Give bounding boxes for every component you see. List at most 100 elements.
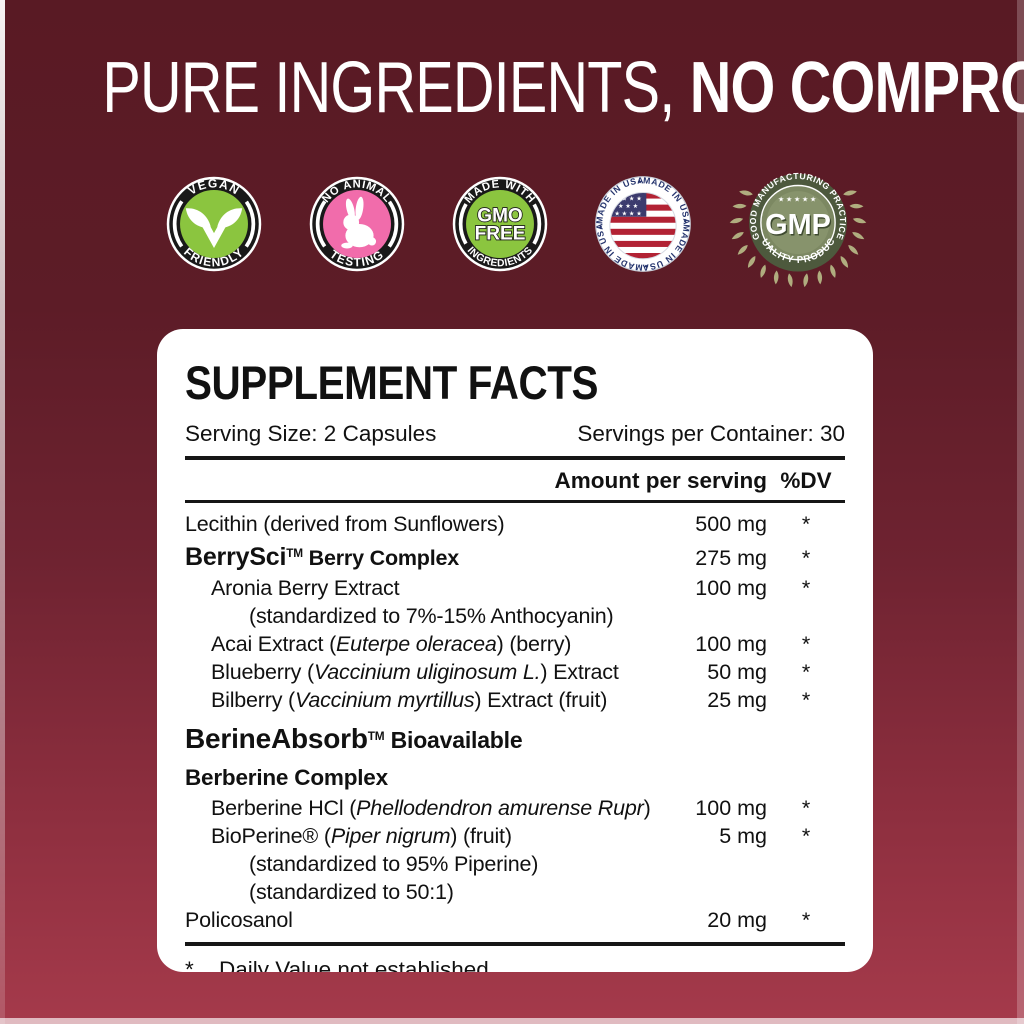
ingredient-dv: * xyxy=(801,796,811,821)
ingredient-row: Blueberry (Vaccinium uliginosum L.) Extr… xyxy=(185,658,845,686)
ingredient-row: Aronia Berry Extract 100 mg * xyxy=(185,574,845,602)
vegan-badge-top-text: VEGAN xyxy=(185,176,241,197)
ingredient-name: BioPerine® ( xyxy=(211,824,331,849)
page-title-regular: PURE INGREDIENTS, xyxy=(102,48,690,128)
supplement-facts-panel: SUPPLEMENT FACTS Serving Size: 2 Capsule… xyxy=(157,329,873,972)
ingredient-amount: 100 mg xyxy=(695,576,767,601)
ingredient-amount: 25 mg xyxy=(707,688,767,713)
ingredient-row: Policosanol 20 mg * xyxy=(185,906,845,934)
gmo-free-center-text: GMO FREE xyxy=(474,204,526,245)
gmo-line1: GMO xyxy=(477,205,523,226)
flag-stars-row: ★ ★ ★ ★ xyxy=(614,195,642,202)
no-animal-testing-badge: NO ANIMAL TESTING xyxy=(309,176,405,271)
badge-side-arcs xyxy=(315,182,399,265)
latin-name: Vaccinium uliginosum L. xyxy=(313,660,541,685)
ingredient-row: Berberine HCl (Phellodendron amurense Ru… xyxy=(185,794,845,822)
usa-ring-separator: ★ xyxy=(643,262,649,269)
ingredient-amount: 100 mg xyxy=(695,632,767,657)
gmp-center-shadow: GMP xyxy=(766,210,832,242)
ingredient-name: Berberine HCl ( xyxy=(211,796,357,821)
ingredient-name: Acai Extract ( xyxy=(211,632,337,657)
trademark-symbol: TM xyxy=(286,546,303,560)
flag-stars-row: ★ ★ ★ ★ xyxy=(614,210,642,217)
ingredient-name: Bilberry ( xyxy=(211,688,296,713)
badge-side-arcs xyxy=(458,182,542,265)
ingredient-name: Blueberry ( xyxy=(211,660,314,685)
svg-text:★: ★ xyxy=(681,218,688,224)
ingredient-name: Berberine Complex xyxy=(185,765,388,791)
servings-per-container: Servings per Container: 30 xyxy=(577,421,845,446)
rabbit-icon xyxy=(341,196,377,248)
ingredient-note-row: (standardized to 50:1) xyxy=(185,878,845,906)
standardization-note: (standardized to 95% Piperine) xyxy=(249,852,539,877)
column-header-amount: Amount per serving xyxy=(554,468,767,493)
svg-text:VEGAN: VEGAN xyxy=(185,176,242,197)
vegan-friendly-badge: VEGAN FRIENDLY xyxy=(166,176,262,271)
latin-name: Euterpe oleracea xyxy=(336,632,497,657)
ingredient-row: BioPerine® (Piper nigrum) (fruit) 5 mg * xyxy=(185,822,845,850)
made-in-usa-badge: ★ ★ ★ ★ ★ ★ ★ ★ ★ ★ ★ MADE IN USA MADE I… xyxy=(594,175,691,273)
usa-ring-separator: ★ xyxy=(681,218,688,224)
ingredient-dv: * xyxy=(801,546,811,571)
standardization-note: (standardized to 50:1) xyxy=(249,880,454,905)
gmp-center-text: GMP xyxy=(765,209,831,241)
ingredient-amount: 500 mg xyxy=(695,512,767,536)
gmo-line2: FREE xyxy=(475,223,526,244)
image-edge-right xyxy=(1017,0,1024,1024)
ingredient-row: Acai Extract (Euterpe oleracea) (berry) … xyxy=(185,630,845,658)
svg-text:★: ★ xyxy=(637,178,643,185)
brand-name: BerrySci xyxy=(185,543,287,572)
ingredient-amount: 100 mg xyxy=(695,796,767,821)
ingredient-dv: * xyxy=(801,632,811,657)
ingredient-note-row: (standardized to 7%-15% Anthocyanin) xyxy=(185,602,845,630)
ingredient-amount: 50 mg xyxy=(707,660,767,685)
ingredient-dv: * xyxy=(801,688,811,713)
ingredient-dv: * xyxy=(801,660,811,685)
serving-info-row: Serving Size: 2 Capsules Servings per Co… xyxy=(185,421,845,460)
ingredient-dv: * xyxy=(801,512,811,536)
ingredient-amount: 275 mg xyxy=(695,546,767,571)
ingredient-row: BerineAbsorbTM Bioavailable xyxy=(185,716,845,761)
svg-text:TESTING: TESTING xyxy=(327,246,386,268)
ingredient-amount: 20 mg xyxy=(707,908,767,933)
usa-ring-separator: ★ xyxy=(597,224,604,230)
ingredient-row: BerrySciTM Berry Complex 275 mg * xyxy=(185,538,845,574)
latin-name: Vaccinium myrtillus xyxy=(295,688,475,713)
gmo-free-badge: GMO FREE MADE WITH INGREDIENTS xyxy=(452,176,548,271)
brand-name: BerineAbsorb xyxy=(185,723,368,755)
image-edge-bottom xyxy=(0,1018,1024,1024)
ingredient-name: Aronia Berry Extract xyxy=(211,576,400,601)
page-title: PURE INGREDIENTS, NO COMPROMISES xyxy=(102,52,1024,124)
footnote-asterisk: * xyxy=(185,957,194,972)
page-title-bold: NO COMPROMISES xyxy=(689,48,1024,128)
leaf-icon xyxy=(185,207,243,248)
flag-stars-row: ★ ★ ★ xyxy=(618,202,639,209)
ingredient-rows: Lecithin (derived from Sunflowers) 500 m… xyxy=(185,503,845,934)
ingredient-name: Policosanol xyxy=(185,908,293,933)
latin-name: Phellodendron amurense Rupr xyxy=(356,796,644,821)
badge-side-arcs xyxy=(172,182,256,265)
table-header-row: Amount per serving %DV xyxy=(185,460,845,503)
gmp-badge: GOOD MANUFACTURING PRACTICE ★★★★★ GMP GM… xyxy=(728,158,867,288)
usa-ring-separator: ★ xyxy=(637,178,643,185)
ingredient-name: Berry Complex xyxy=(302,546,460,571)
footnote-text: Daily Value not established xyxy=(219,957,489,972)
ingredient-name: Bioavailable xyxy=(384,727,523,754)
no-animal-badge-bottom-text: TESTING xyxy=(327,246,385,268)
ingredient-name: Lecithin (derived from Sunflowers) xyxy=(185,512,505,536)
column-header-dv: %DV xyxy=(780,468,832,493)
ingredient-row: Bilberry (Vaccinium myrtillus) Extract (… xyxy=(185,686,845,714)
image-edge-left xyxy=(0,0,5,1024)
ingredient-row: Berberine Complex xyxy=(185,761,845,794)
ingredient-amount: 5 mg xyxy=(719,824,767,849)
ingredient-dv: * xyxy=(801,824,811,849)
supplement-facts-title: SUPPLEMENT FACTS xyxy=(185,356,599,409)
standardization-note: (standardized to 7%-15% Anthocyanin) xyxy=(249,604,614,629)
gmp-stars: ★★★★★ xyxy=(778,196,818,204)
certification-badges-row: VEGAN FRIENDLY NO ANIMAL TESTING xyxy=(0,158,1024,289)
trademark-symbol: TM xyxy=(367,729,385,744)
ingredient-row: Lecithin (derived from Sunflowers) 500 m… xyxy=(185,510,845,538)
latin-name: Piper nigrum xyxy=(330,824,451,849)
serving-size: Serving Size: 2 Capsules xyxy=(185,421,437,446)
ingredient-dv: * xyxy=(801,576,811,601)
